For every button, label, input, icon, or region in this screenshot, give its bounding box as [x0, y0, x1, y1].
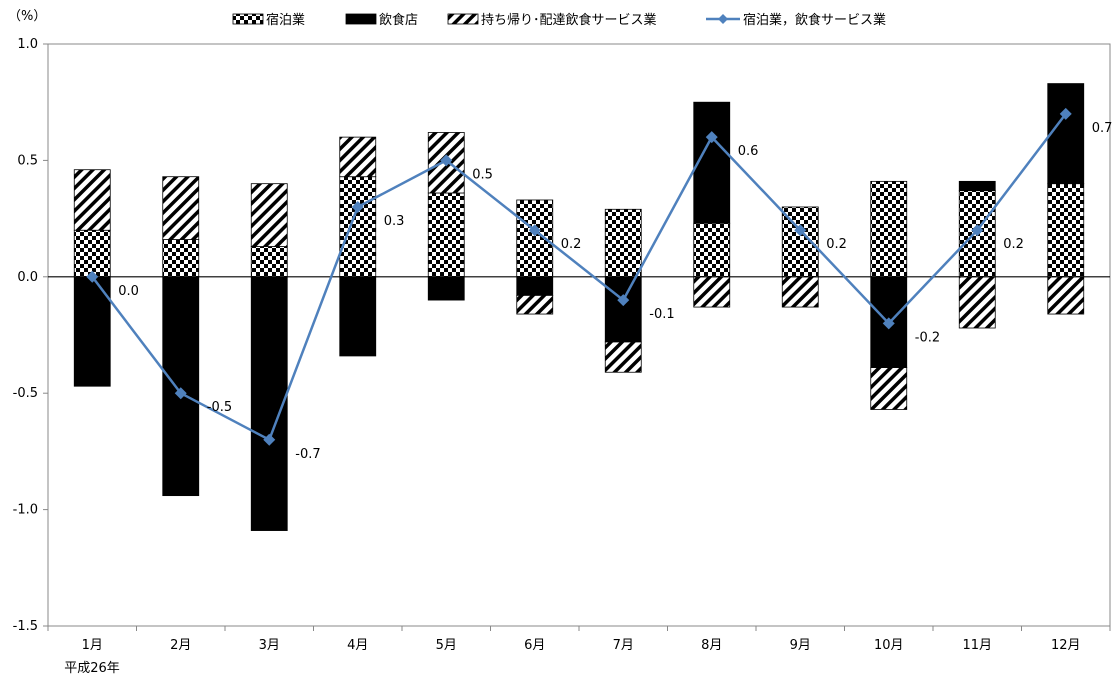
x-tick-label: 5月 — [436, 638, 457, 653]
line-point — [971, 224, 984, 237]
bar-segment — [1047, 276, 1085, 315]
bar-segment — [870, 367, 908, 410]
y-axis: 1.0 0.5 0.0 -0.5 -1.0 -1.5 — [13, 37, 48, 634]
data-label: 0.0 — [118, 284, 139, 299]
bar-segment — [339, 176, 377, 278]
x-tick-label: 1月 — [82, 638, 103, 653]
data-label: 0.2 — [826, 237, 847, 252]
data-label: 0.2 — [561, 237, 582, 252]
bar-segment — [958, 180, 996, 192]
legend-marker — [718, 14, 728, 24]
legend-label: 宿泊業 — [266, 12, 305, 28]
x-tick-label: 7月 — [613, 638, 634, 653]
bar-segment — [604, 276, 642, 343]
data-label: -0.2 — [915, 330, 940, 345]
legend-label: 持ち帰り･配達飲食サービス業 — [481, 12, 657, 28]
data-label: 0.2 — [1003, 237, 1024, 252]
x-tick-label: 12月 — [1051, 638, 1081, 653]
data-label: -0.7 — [295, 447, 320, 462]
x-tick-label: 10月 — [874, 638, 904, 653]
bar-segment — [958, 276, 996, 329]
y-tick-label: 0.0 — [17, 270, 38, 285]
line-point — [86, 270, 99, 283]
bar-segment — [427, 192, 465, 278]
y-tick-label: 1.0 — [17, 37, 38, 52]
bar-segment — [73, 229, 111, 278]
legend-label: 宿泊業，飲食サービス業 — [743, 12, 886, 28]
bar-segment — [73, 169, 111, 231]
bar-segment — [781, 276, 819, 308]
bar-segment — [1047, 83, 1085, 185]
x-tick-label: 4月 — [347, 638, 368, 653]
bar-segment — [162, 276, 200, 497]
legend: 宿泊業 飲食店 持ち帰り･配達飲食サービス業 宿泊業，飲食サービス業 — [232, 12, 886, 28]
line-point — [794, 224, 807, 237]
legend-swatch — [232, 13, 264, 25]
bar-segment — [339, 276, 377, 357]
bar-segment — [73, 276, 111, 387]
line-point — [1059, 107, 1072, 120]
bar-segment — [250, 276, 288, 531]
bar-segment — [516, 276, 554, 296]
bar-segment — [516, 199, 554, 278]
data-label: 0.5 — [472, 167, 493, 182]
line-point — [528, 224, 541, 237]
data-label: -0.1 — [649, 307, 674, 322]
data-label: 0.6 — [738, 144, 759, 159]
line-point — [174, 387, 187, 400]
x-axis: 1月 2月 3月 4月 5月 6月 7月 8月 9月 10月 11月 12月 — [47, 626, 1111, 653]
y-tick-label: -1.0 — [13, 503, 38, 518]
legend-swatch — [345, 13, 377, 25]
bar-segment — [516, 295, 554, 315]
bar-segment — [427, 276, 465, 301]
bar-segment — [693, 276, 731, 308]
x-tick-label: 3月 — [259, 638, 280, 653]
x-tick-label: 11月 — [962, 638, 992, 653]
data-label: 0.7 — [1092, 121, 1113, 136]
data-label: 0.3 — [384, 214, 405, 229]
bar-segment — [250, 183, 288, 247]
line-point — [705, 131, 718, 144]
line-point — [882, 317, 895, 330]
y-tick-label: -1.5 — [13, 619, 38, 634]
bar-segment — [870, 180, 908, 278]
x-tick-label: 9月 — [790, 638, 811, 653]
bar-segment — [693, 101, 731, 224]
x-tick-label: 2月 — [170, 638, 191, 653]
line-point — [617, 294, 630, 307]
year-label: 平成26年 — [64, 661, 120, 676]
line-point — [263, 433, 276, 446]
unit-label: （%） — [8, 9, 46, 24]
legend-label: 飲食店 — [379, 12, 418, 28]
plot-area: 0.0 -0.5 -0.7 0.3 0.5 0.2 -0.1 0.6 0.2 -0.2 0.2 0.7 — [47, 43, 1113, 627]
line-point — [351, 200, 364, 213]
y-tick-label: -0.5 — [13, 386, 38, 401]
series-line — [91, 113, 1067, 442]
plot-frame — [47, 43, 1111, 627]
x-tick-label: 8月 — [701, 638, 722, 653]
x-tick-label: 6月 — [524, 638, 545, 653]
line-point — [440, 154, 453, 167]
data-label: -0.5 — [207, 400, 232, 415]
bar-segment — [693, 222, 731, 278]
bar-segment — [250, 246, 288, 278]
y-tick-label: 0.5 — [17, 153, 38, 168]
bar-segment — [604, 341, 642, 373]
bar-segment — [604, 208, 642, 278]
legend-swatch — [447, 13, 479, 25]
bar-segment — [1047, 183, 1085, 278]
bar-segment — [162, 239, 200, 278]
bar-segment — [339, 136, 377, 178]
bar-segment — [162, 176, 200, 240]
